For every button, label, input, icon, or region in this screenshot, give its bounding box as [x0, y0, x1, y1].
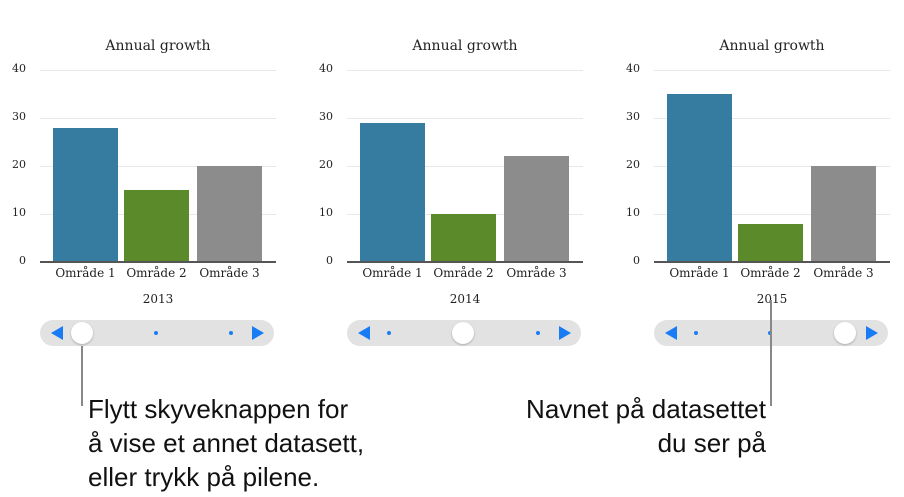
chart-title: Annual growth [412, 38, 518, 54]
callout-line: eller trykk på pilene. [88, 462, 320, 492]
bar-chart-2015: Annual growth 0 10 20 30 40 Område 1 Område 2 Om… [614, 0, 904, 360]
x-axis [40, 261, 276, 263]
dataset-slider[interactable] [40, 320, 274, 346]
gridline [347, 70, 583, 71]
slider-knob[interactable] [71, 322, 93, 344]
bar-2 [738, 223, 803, 262]
dataset-name: 2015 [756, 292, 788, 306]
dataset-name: 2013 [142, 292, 174, 306]
x-tick-label: Område 2 [433, 266, 494, 280]
x-tick-label: Område 3 [199, 266, 260, 280]
y-tick-label: 40 [626, 62, 640, 75]
bar-3 [504, 156, 569, 262]
y-tick-label: 20 [12, 158, 26, 171]
slider-step-dot[interactable] [387, 331, 391, 335]
callout-line: å vise et annet datasett, [88, 428, 365, 458]
callout-line: Flytt skyveknappen for [88, 394, 349, 424]
x-tick-label: Område 2 [740, 266, 801, 280]
y-tick-label: 40 [12, 62, 26, 75]
gridline [654, 118, 890, 119]
previous-arrow-icon[interactable] [51, 326, 63, 340]
gridline [40, 118, 276, 119]
next-arrow-icon[interactable] [252, 326, 264, 340]
slider-knob[interactable] [834, 322, 856, 344]
bar-chart-2013: Annual growth 0 10 20 30 40 Område 1 Område 2 Om… [0, 0, 300, 360]
slider-step-dot[interactable] [536, 331, 540, 335]
slider-step-dot[interactable] [229, 331, 233, 335]
previous-arrow-icon[interactable] [358, 326, 370, 340]
callout-line: Navnet på datasettet [526, 394, 766, 424]
callout-dataset-name-text: Navnet på datasettet du ser på [526, 392, 766, 460]
gridline [654, 166, 890, 167]
y-tick-label: 20 [626, 158, 640, 171]
x-tick-label: Område 2 [126, 266, 187, 280]
callout-line-slider [81, 346, 83, 406]
y-tick-label: 30 [12, 110, 26, 123]
next-arrow-icon[interactable] [866, 326, 878, 340]
bar-3 [811, 166, 876, 262]
y-tick-label: 10 [319, 206, 333, 219]
callout-line: du ser på [657, 428, 766, 458]
previous-arrow-icon[interactable] [665, 326, 677, 340]
bar-1 [53, 127, 118, 262]
callout-line-dataset-name [770, 300, 772, 406]
dataset-name: 2014 [449, 292, 481, 306]
dataset-slider[interactable] [347, 320, 581, 346]
y-tick-label: 30 [626, 110, 640, 123]
x-tick-label: Område 3 [813, 266, 874, 280]
x-axis [347, 261, 583, 263]
x-tick-label: Område 1 [669, 266, 730, 280]
next-arrow-icon[interactable] [559, 326, 571, 340]
slider-step-dot[interactable] [694, 331, 698, 335]
slider-knob[interactable] [452, 322, 474, 344]
gridline [654, 214, 890, 215]
y-tick-label: 30 [319, 110, 333, 123]
gridline [40, 70, 276, 71]
gridline [347, 166, 583, 167]
gridline [40, 166, 276, 167]
bar-3 [197, 166, 262, 262]
x-tick-label: Område 1 [55, 266, 116, 280]
bar-1 [667, 94, 732, 262]
bar-2 [124, 190, 189, 262]
x-tick-label: Område 1 [362, 266, 423, 280]
y-tick-label: 40 [319, 62, 333, 75]
gridline [347, 118, 583, 119]
y-tick-label: 0 [326, 254, 333, 267]
y-tick-label: 20 [319, 158, 333, 171]
x-tick-label: Område 3 [506, 266, 567, 280]
y-tick-label: 10 [626, 206, 640, 219]
chart-title: Annual growth [719, 38, 825, 54]
bar-2 [431, 214, 496, 262]
y-tick-label: 10 [12, 206, 26, 219]
bar-chart-2014: Annual growth 0 10 20 30 40 Område 1 Område 2 Om… [307, 0, 607, 360]
callout-slider-text: Flytt skyveknappen for å vise et annet d… [88, 392, 364, 494]
y-tick-label: 0 [633, 254, 640, 267]
chart-title: Annual growth [105, 38, 211, 54]
y-tick-label: 0 [19, 254, 26, 267]
gridline [654, 70, 890, 71]
x-axis [654, 261, 890, 263]
slider-step-dot[interactable] [154, 331, 158, 335]
bar-1 [360, 122, 425, 262]
